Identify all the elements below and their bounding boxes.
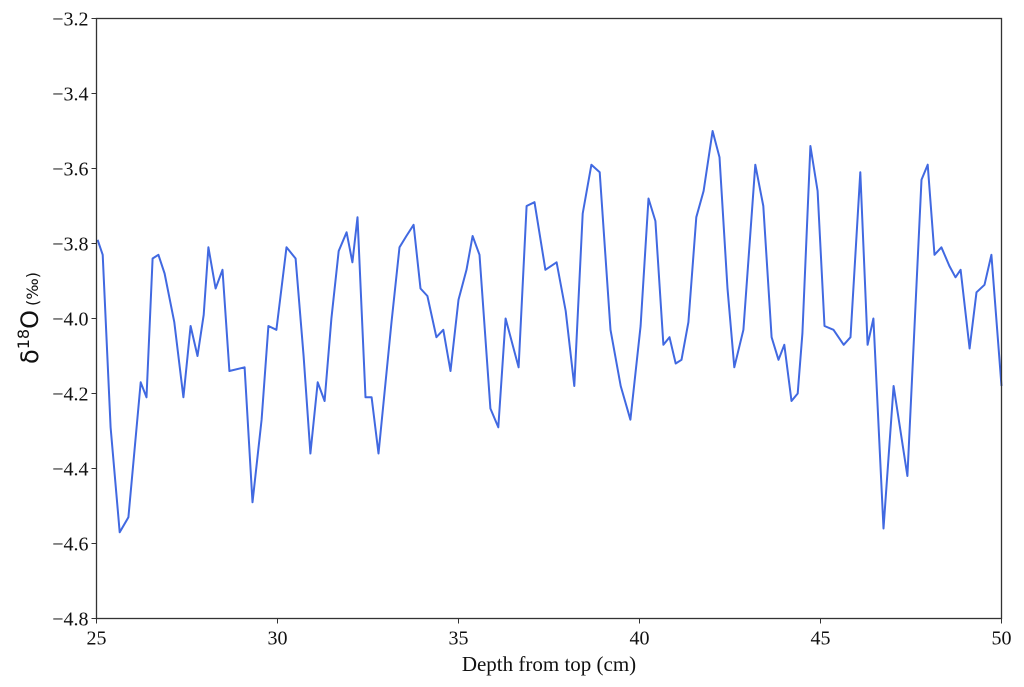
y-axis-ticks: −3.2 −3.4 −3.6 −3.8 −4.0 −4.2 −4.4 −4.6 −4.8 bbox=[52, 9, 97, 631]
y-tick-label: −4.6 bbox=[52, 534, 88, 556]
x-tick-label: 50 bbox=[992, 628, 1012, 650]
y-label-element: O bbox=[16, 310, 44, 329]
x-axis-label: Depth from top (cm) bbox=[462, 652, 636, 676]
y-tick-label: −3.2 bbox=[52, 9, 88, 31]
y-label-superscript: 18 bbox=[14, 329, 33, 349]
y-tick-label: −4.2 bbox=[52, 384, 88, 406]
y-tick-label: −4.0 bbox=[52, 309, 88, 331]
y-tick-label: −4.4 bbox=[52, 459, 88, 481]
x-tick-label: 30 bbox=[268, 628, 288, 650]
x-tick-label: 45 bbox=[811, 628, 831, 650]
data-line bbox=[96, 130, 1003, 534]
plot-area bbox=[96, 130, 1003, 534]
x-tick-label: 40 bbox=[630, 628, 650, 650]
x-tick-label: 25 bbox=[87, 628, 107, 650]
y-label-symbol: δ bbox=[16, 349, 44, 364]
y-label-unit: (‰) bbox=[23, 272, 42, 306]
y-tick-label: −3.4 bbox=[52, 84, 88, 106]
y-tick-label: −3.8 bbox=[52, 234, 88, 256]
y-tick-label: −3.6 bbox=[52, 159, 88, 181]
y-tick-label: −4.8 bbox=[52, 609, 88, 631]
x-axis-ticks: 25 30 35 40 45 50 bbox=[87, 618, 1012, 650]
y-axis-label: δ18O (‰) bbox=[14, 272, 44, 364]
svg-text:δ18O(‰): δ18O (‰) bbox=[14, 272, 44, 364]
x-tick-label: 35 bbox=[449, 628, 469, 650]
